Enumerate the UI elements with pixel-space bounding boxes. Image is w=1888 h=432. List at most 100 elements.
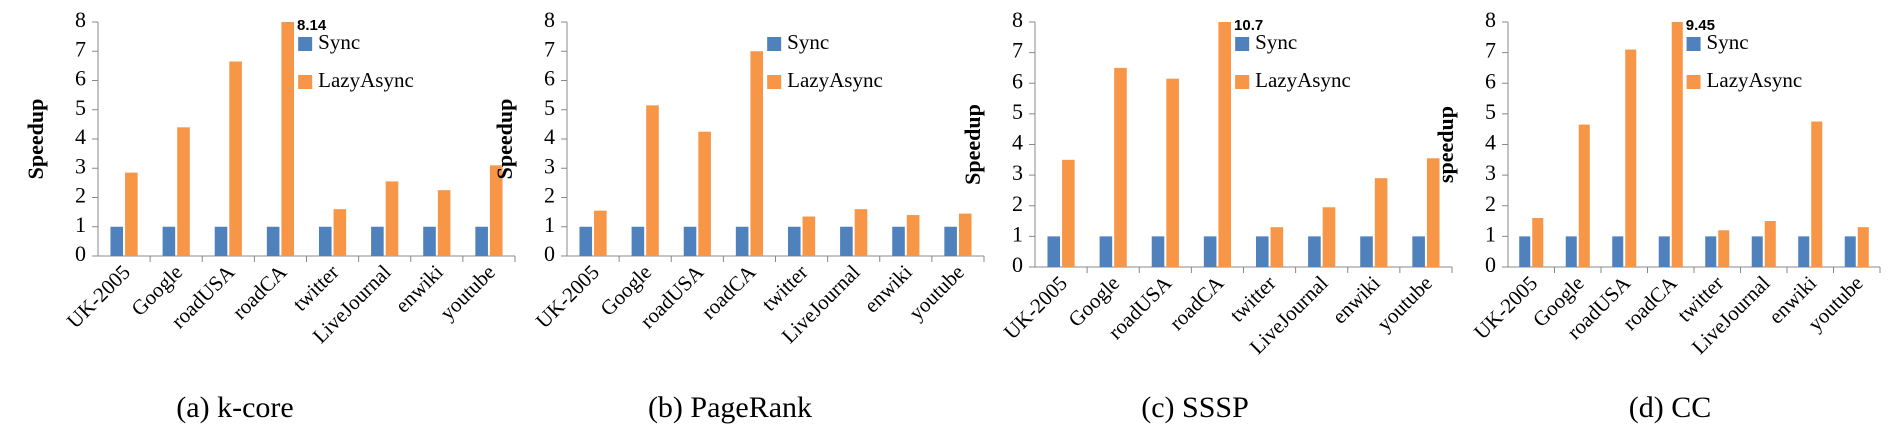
y-tick-label: 3 — [544, 153, 555, 178]
caption: (d) CC — [1629, 391, 1712, 424]
y-tick-label: 5 — [1012, 99, 1023, 124]
bar — [646, 105, 659, 256]
y-tick-label: 2 — [1485, 191, 1496, 216]
y-tick-label: 1 — [1485, 221, 1496, 246]
y-axis-label: Speedup — [960, 104, 985, 185]
bar — [840, 226, 853, 256]
bar — [214, 226, 228, 256]
bar — [1751, 236, 1763, 267]
bar — [177, 127, 190, 256]
x-tick-label: youtube — [1372, 271, 1437, 336]
legend-label: LazyAsync — [787, 68, 883, 92]
legend-label: Sync — [1255, 30, 1297, 54]
bar — [1519, 236, 1531, 267]
y-tick-label: 1 — [1012, 221, 1023, 246]
y-axis-label: speedup — [1433, 106, 1458, 183]
y-tick-label: 1 — [544, 212, 555, 237]
y-tick-label: 4 — [1485, 130, 1496, 155]
bar — [1798, 236, 1810, 267]
legend-swatch — [767, 37, 782, 51]
y-tick-label: 0 — [75, 241, 86, 266]
y-tick-label: 8 — [75, 7, 86, 32]
y-tick-label: 2 — [1012, 191, 1023, 216]
x-tick-label: roadCA — [227, 259, 292, 324]
y-tick-label: 3 — [75, 153, 86, 178]
bar — [735, 226, 749, 256]
bar — [1658, 236, 1670, 267]
chart: 012345678SpeedupUK-2005GoogleroadUSAroad… — [960, 7, 1453, 424]
y-tick-label: 1 — [75, 212, 86, 237]
legend-label: LazyAsync — [318, 68, 414, 92]
bar — [475, 226, 488, 256]
y-tick-label: 3 — [1485, 160, 1496, 185]
legend-swatch — [767, 75, 782, 89]
bar — [1151, 236, 1165, 267]
legend-label: LazyAsync — [1255, 68, 1351, 92]
y-tick-label: 5 — [544, 95, 555, 120]
bar — [1308, 236, 1321, 267]
bar — [437, 190, 451, 256]
legend-label: Sync — [318, 30, 360, 54]
bar — [1705, 236, 1717, 267]
chart: 012345678SpeedupUK-2005GoogleroadUSAroad… — [492, 7, 985, 424]
y-tick-label: 8 — [1485, 7, 1496, 32]
bar — [579, 226, 593, 256]
bar — [1360, 236, 1373, 267]
bar — [423, 226, 436, 256]
legend-swatch — [298, 37, 313, 51]
bar — [892, 226, 905, 256]
bar — [162, 226, 176, 256]
bar — [1047, 236, 1061, 267]
caption: (a) k-core — [176, 391, 293, 424]
bar — [1062, 159, 1075, 267]
bar — [125, 172, 138, 256]
chart: 012345678SpeedupUK-2005GoogleroadUSAroad… — [23, 7, 516, 424]
x-tick-label: roadCA — [1618, 270, 1683, 335]
bars — [1519, 22, 1869, 267]
x-tick-label: UK-2005 — [62, 260, 135, 333]
bar — [1718, 230, 1730, 267]
bars — [579, 51, 972, 256]
bar — [1532, 218, 1544, 267]
y-tick-label: 8 — [544, 7, 555, 32]
bar — [944, 226, 957, 256]
bar — [1578, 124, 1590, 267]
bar — [1857, 227, 1869, 267]
bar — [1412, 236, 1425, 267]
bar — [787, 226, 801, 256]
bar — [1203, 236, 1217, 267]
x-tick-label: youtube — [435, 260, 500, 325]
bar — [1811, 121, 1823, 267]
x-tick-label: roadCA — [696, 259, 761, 324]
x-tick-label: youtube — [904, 260, 969, 325]
x-tick-label: roadCA — [1164, 270, 1229, 335]
y-tick-label: 3 — [1012, 160, 1023, 185]
bar — [594, 210, 607, 256]
y-tick-label: 8 — [1012, 7, 1023, 32]
x-tick-label: UK-2005 — [999, 271, 1072, 344]
y-axis-label: Speedup — [23, 99, 48, 180]
bar — [281, 22, 295, 256]
bar — [266, 226, 280, 256]
y-tick-label: 5 — [1485, 99, 1496, 124]
bar — [333, 209, 347, 256]
y-tick-label: 6 — [1485, 68, 1496, 93]
legend-swatch — [1686, 37, 1701, 51]
bar — [1426, 158, 1440, 267]
bars — [1047, 22, 1440, 267]
value-label: 8.14 — [297, 17, 327, 34]
bar — [1764, 221, 1776, 267]
bar — [1270, 227, 1284, 267]
y-tick-label: 2 — [544, 183, 555, 208]
bar — [802, 216, 816, 256]
y-tick-label: 6 — [75, 66, 86, 91]
x-tick-label: UK-2005 — [1469, 271, 1542, 344]
bar — [1844, 236, 1856, 267]
bar — [1114, 67, 1127, 267]
bar — [1255, 236, 1269, 267]
y-tick-label: 0 — [1485, 252, 1496, 277]
bar — [1099, 236, 1113, 267]
value-label: 9.45 — [1686, 17, 1715, 34]
y-tick-label: 7 — [75, 36, 86, 61]
